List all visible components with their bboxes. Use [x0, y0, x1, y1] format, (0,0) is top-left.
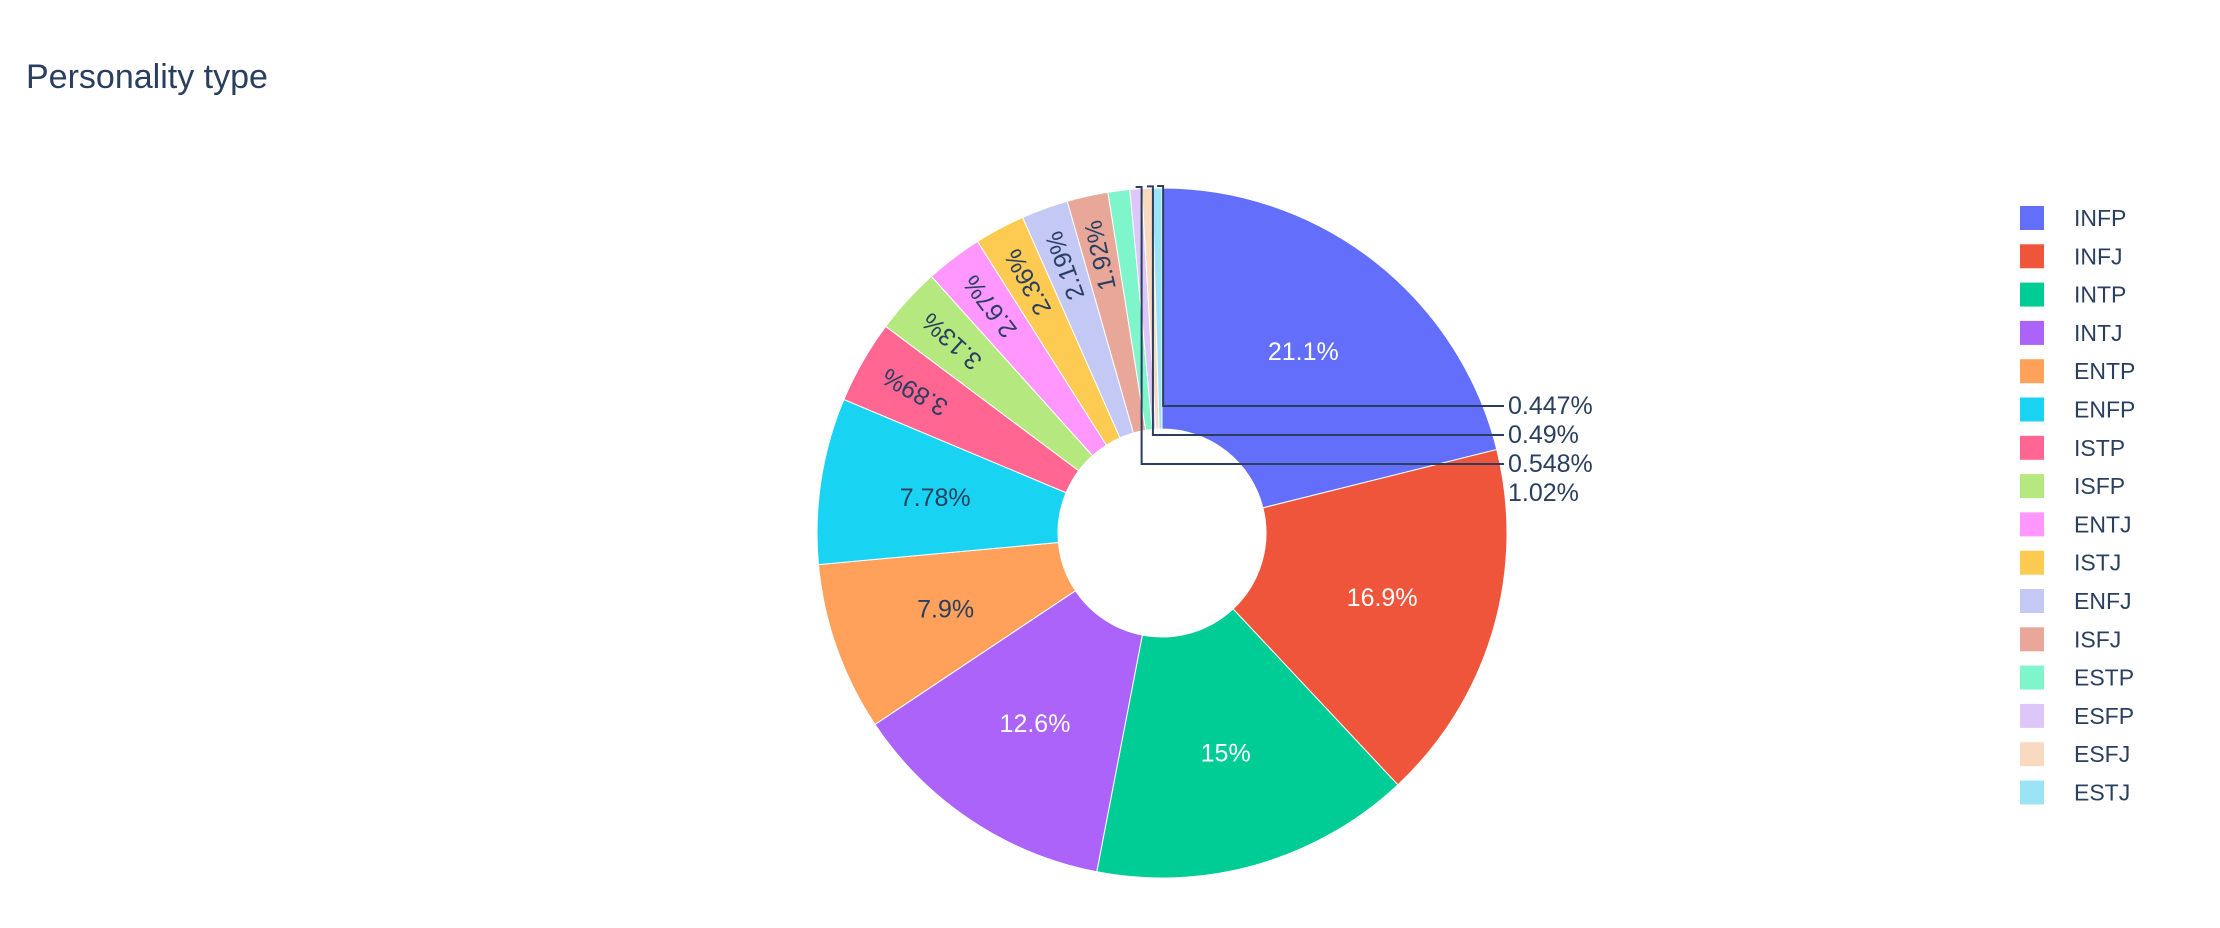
- slice-label-estj: 0.447%: [1508, 392, 1593, 420]
- legend-item-enfj[interactable]: ENFJ: [2020, 588, 2132, 614]
- legend-label-estj: ESTJ: [2074, 780, 2130, 806]
- legend-swatch-istj: [2020, 550, 2044, 575]
- legend-item-infp[interactable]: INFP: [2020, 205, 2126, 231]
- slice-label-estp: 1.02%: [1508, 479, 1579, 507]
- slice-intj[interactable]: [874, 590, 1143, 873]
- slice-label-intp: 15%: [1201, 739, 1251, 767]
- legend-label-isfp: ISFP: [2074, 473, 2125, 499]
- legend-item-entp[interactable]: ENTP: [2020, 358, 2135, 384]
- legend-label-esfj: ESFJ: [2074, 741, 2130, 767]
- legend-item-isfp[interactable]: ISFP: [2020, 473, 2125, 499]
- legend-item-estj[interactable]: ESTJ: [2020, 780, 2130, 806]
- legend: INFP INFJ INTP INTJ ENTP ENFP ISTP ISFP ENTJ ISTJ…: [2020, 205, 2135, 806]
- legend-item-esfp[interactable]: ESFP: [2020, 703, 2134, 729]
- legend-swatch-intj: [2020, 320, 2044, 345]
- slice-enfp[interactable]: [816, 398, 1067, 566]
- legend-label-intp: INTP: [2074, 282, 2126, 308]
- legend-swatch-esfj: [2020, 742, 2044, 767]
- leader-lines: [1135, 185, 1504, 465]
- legend-item-infj[interactable]: INFJ: [2020, 243, 2123, 269]
- legend-swatch-estp: [2020, 665, 2044, 690]
- leader-line-esfp: [1135, 186, 1504, 465]
- leader-line-esfj: [1146, 185, 1504, 436]
- legend-label-istp: ISTP: [2074, 435, 2125, 461]
- legend-swatch-enfp: [2020, 397, 2044, 422]
- legend-label-isfj: ISFJ: [2074, 626, 2121, 652]
- slice-label-esfp: 0.548%: [1508, 450, 1593, 478]
- legend-swatch-istp: [2020, 435, 2044, 460]
- slice-label-enfp: 7.78%: [900, 484, 971, 512]
- legend-swatch-infj: [2020, 244, 2044, 269]
- legend-item-istj[interactable]: ISTJ: [2020, 550, 2121, 576]
- legend-item-intj[interactable]: INTJ: [2020, 320, 2123, 346]
- legend-swatch-entj: [2020, 512, 2044, 537]
- legend-label-estp: ESTP: [2074, 665, 2134, 691]
- slice-label-esfj: 0.49%: [1508, 421, 1579, 449]
- legend-swatch-isfj: [2020, 627, 2044, 652]
- legend-item-estp[interactable]: ESTP: [2020, 665, 2134, 691]
- slice-estj[interactable]: [1151, 187, 1163, 430]
- legend-label-istj: ISTJ: [2074, 550, 2121, 576]
- chart-title: Personality type: [26, 58, 268, 96]
- slice-label-entp: 7.9%: [917, 596, 974, 624]
- slice-infj[interactable]: [1232, 448, 1508, 786]
- legend-label-enfj: ENFJ: [2074, 588, 2132, 614]
- legend-item-istp[interactable]: ISTP: [2020, 435, 2125, 461]
- slice-infp[interactable]: [1161, 187, 1498, 509]
- slice-label-infj: 16.9%: [1347, 584, 1418, 612]
- legend-swatch-entp: [2020, 359, 2044, 384]
- slice-entp[interactable]: [817, 541, 1077, 726]
- legend-item-entj[interactable]: ENTJ: [2020, 511, 2132, 537]
- legend-item-enfp[interactable]: ENFP: [2020, 397, 2135, 423]
- legend-swatch-enfj: [2020, 589, 2044, 613]
- pie-slices: [816, 187, 1508, 879]
- legend-label-infp: INFP: [2074, 205, 2126, 231]
- legend-item-isfj[interactable]: ISFJ: [2020, 626, 2121, 652]
- legend-swatch-infp: [2020, 206, 2044, 230]
- legend-label-intj: INTJ: [2074, 320, 2123, 346]
- legend-item-esfj[interactable]: ESFJ: [2020, 741, 2130, 767]
- leader-line-estj: [1157, 185, 1504, 407]
- slice-label-intj: 12.6%: [1000, 710, 1071, 738]
- legend-label-enfp: ENFP: [2074, 397, 2135, 423]
- legend-item-intp[interactable]: INTP: [2020, 282, 2126, 308]
- slice-intp[interactable]: [1096, 608, 1399, 879]
- legend-swatch-intp: [2020, 282, 2044, 307]
- legend-label-entp: ENTP: [2074, 358, 2135, 384]
- legend-swatch-esfp: [2020, 703, 2044, 728]
- legend-label-entj: ENTJ: [2074, 511, 2132, 537]
- legend-label-infj: INFJ: [2074, 243, 2123, 269]
- legend-swatch-estj: [2020, 780, 2044, 805]
- legend-swatch-isfp: [2020, 474, 2044, 499]
- legend-label-esfp: ESFP: [2074, 703, 2134, 729]
- slice-label-infp: 21.1%: [1268, 338, 1339, 366]
